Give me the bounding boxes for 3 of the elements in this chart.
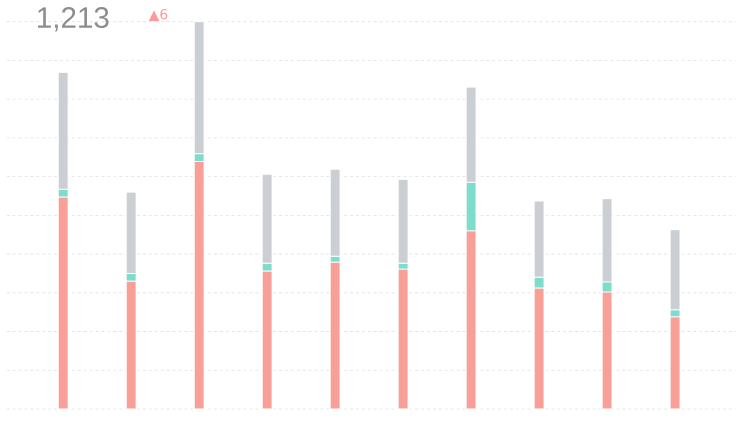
bar [330, 168, 341, 258]
text: ▲6 [148, 9, 168, 22]
annotation: 1,213 [38, 7, 109, 32]
